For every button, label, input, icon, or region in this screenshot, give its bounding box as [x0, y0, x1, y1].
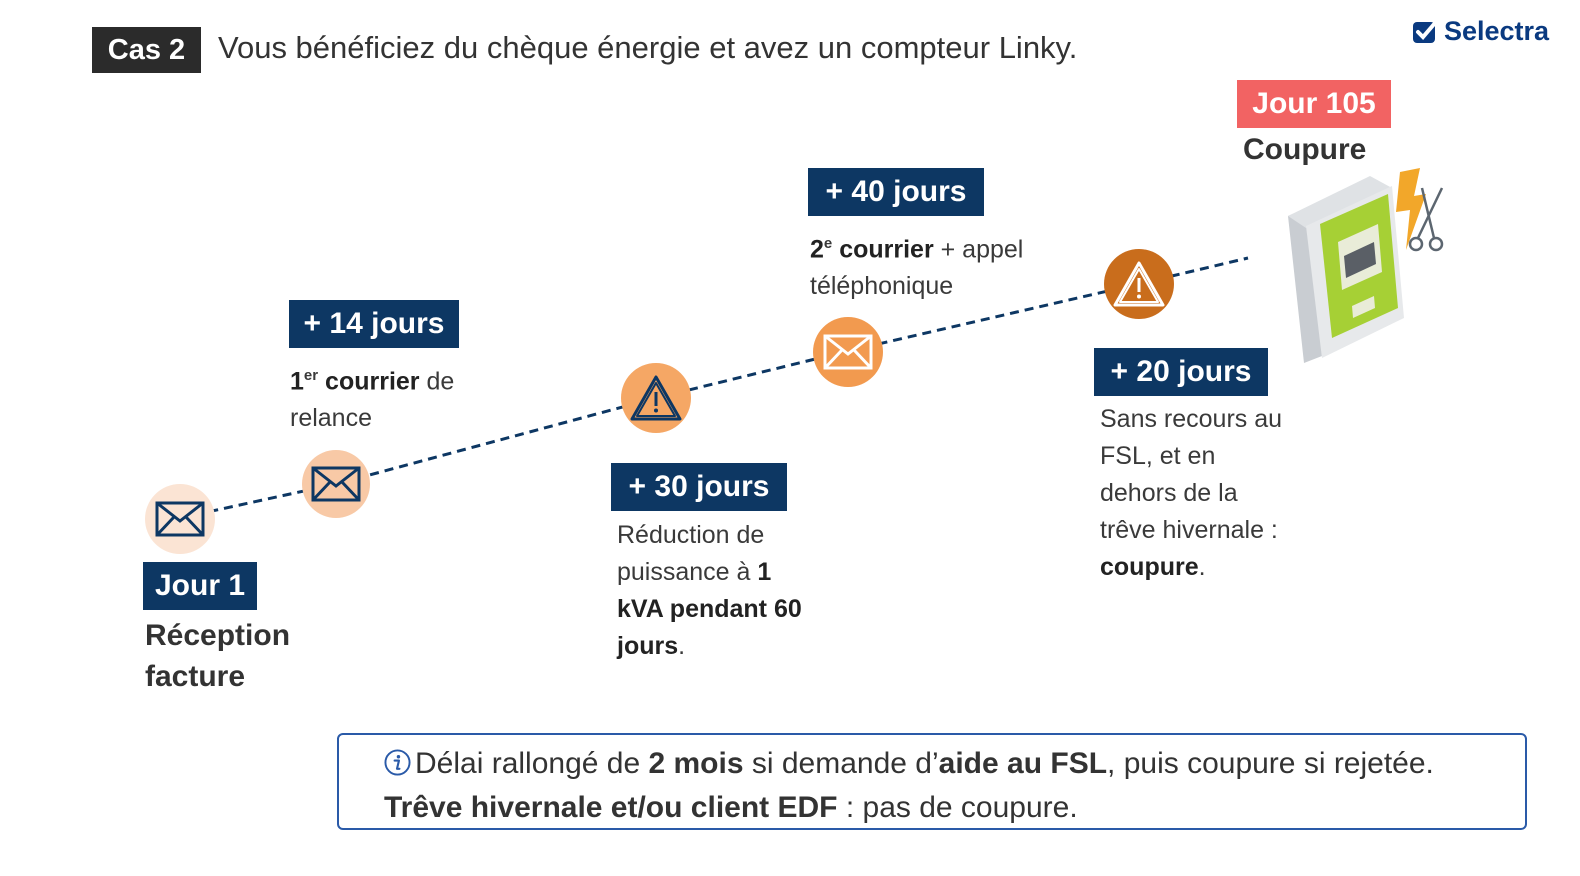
step2-circle — [302, 450, 370, 518]
step4-tag: + 40 jours — [808, 168, 984, 216]
step2-desc: 1er courrier de relance — [290, 367, 455, 433]
step1-tag: Jour 1 — [143, 562, 257, 610]
step1-circle — [145, 484, 215, 554]
meter-icon — [1288, 168, 1444, 363]
checkbox-icon — [1413, 20, 1437, 43]
step4-desc: 2e courrier + appel téléphonique — [810, 235, 1024, 301]
case-badge: Cas 2 — [92, 27, 201, 73]
step5-tag: + 20 jours — [1094, 348, 1268, 396]
info-icon — [384, 749, 411, 776]
final-label: Coupure — [1243, 133, 1367, 166]
step5-desc: Sans recours au FSL, et en dehors de la … — [1100, 405, 1283, 581]
step4-circle — [813, 317, 883, 387]
step3-desc: Réduction de puissance à 1 kVA pendant 6… — [617, 521, 802, 660]
envelope-icon — [311, 466, 361, 502]
step3-circle — [621, 363, 691, 433]
logo-text: Selectra — [1444, 16, 1550, 46]
step2-tag: + 14 jours — [289, 300, 459, 348]
envelope-icon — [823, 334, 873, 370]
info-text: Délai rallongé de 2 mois si demande d’ai… — [384, 747, 1434, 824]
step5-circle — [1104, 249, 1174, 319]
warning-icon — [630, 375, 682, 421]
selectra-logo: Selectra — [1412, 16, 1549, 47]
page-title: Vous bénéficiez du chèque énergie et ave… — [218, 30, 1078, 65]
final-tag: Jour 105 — [1237, 80, 1391, 128]
warning-icon — [1113, 261, 1165, 307]
step3-tag: + 30 jours — [611, 463, 787, 511]
envelope-icon — [155, 501, 205, 537]
info-box — [337, 733, 1527, 830]
step1-label: Réception facture — [145, 619, 291, 693]
